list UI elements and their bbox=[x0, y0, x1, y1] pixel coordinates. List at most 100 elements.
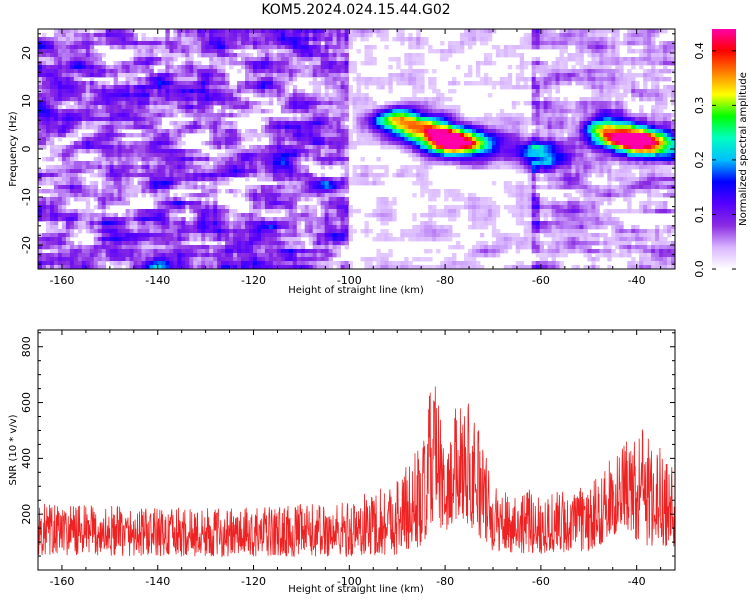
heatmap-cell bbox=[153, 41, 158, 46]
heatmap-cell bbox=[328, 109, 334, 114]
heatmap-cell bbox=[352, 145, 357, 150]
heatmap-cell bbox=[444, 141, 449, 146]
heatmap-cell bbox=[312, 73, 318, 78]
heatmap-cell bbox=[623, 41, 628, 46]
heatmap-cell bbox=[252, 93, 258, 98]
heatmap-cell bbox=[332, 177, 337, 182]
heatmap-cell bbox=[53, 133, 59, 138]
heatmap-cell bbox=[599, 93, 604, 98]
heatmap-cell bbox=[237, 165, 242, 170]
heatmap-cell bbox=[380, 117, 385, 122]
heatmap-cell bbox=[424, 145, 429, 150]
heatmap-cell bbox=[631, 133, 636, 138]
heatmap-cell bbox=[73, 57, 79, 62]
heatmap-cell bbox=[368, 113, 373, 118]
heatmap-cell bbox=[356, 33, 361, 38]
heatmap-cell bbox=[165, 137, 170, 142]
heatmap-cell bbox=[579, 181, 584, 186]
heatmap-cell bbox=[69, 77, 75, 82]
heatmap-cell bbox=[185, 161, 190, 166]
heatmap-cell bbox=[65, 181, 71, 186]
heatmap-cell bbox=[308, 97, 314, 102]
heatmap-cell bbox=[237, 33, 242, 38]
heatmap-cell bbox=[607, 37, 612, 42]
heatmap-cell bbox=[420, 129, 425, 134]
heatmap-cell bbox=[623, 129, 628, 134]
heatmap-cell bbox=[201, 97, 206, 102]
heatmap-cell bbox=[81, 97, 87, 102]
heatmap-cell bbox=[264, 161, 270, 166]
heatmap-cell bbox=[344, 89, 349, 94]
heatmap-cell bbox=[671, 57, 675, 62]
heatmap-cell bbox=[671, 53, 675, 58]
heatmap-cell bbox=[332, 69, 337, 74]
heatmap-cell bbox=[663, 117, 668, 122]
heatmap-cell bbox=[189, 161, 194, 166]
heatmap-cell bbox=[336, 141, 341, 146]
heatmap-cell bbox=[288, 33, 294, 38]
heatmap-cell bbox=[408, 77, 413, 82]
heatmap-cell bbox=[384, 101, 389, 106]
heatmap-cell bbox=[663, 113, 668, 118]
heatmap-cell bbox=[296, 93, 302, 98]
heatmap-cell bbox=[101, 161, 107, 166]
heatmap-cell bbox=[603, 121, 608, 126]
heatmap-cell bbox=[101, 153, 107, 158]
heatmap-cell bbox=[436, 141, 441, 146]
heatmap-cell bbox=[292, 105, 298, 110]
heatmap-cell bbox=[296, 41, 302, 46]
heatmap-cell bbox=[89, 49, 95, 54]
heatmap-cell bbox=[141, 41, 146, 46]
heatmap-cell bbox=[663, 69, 668, 74]
heatmap-cell bbox=[157, 125, 162, 130]
heatmap-cell bbox=[416, 61, 421, 66]
heatmap-cell bbox=[627, 137, 632, 142]
heatmap-cell bbox=[328, 129, 334, 134]
heatmap-cell bbox=[495, 125, 501, 130]
heatmap-cell bbox=[209, 69, 214, 74]
heatmap-cell bbox=[45, 93, 51, 98]
heatmap-cell bbox=[85, 101, 91, 106]
heatmap-cell bbox=[213, 77, 218, 82]
heatmap-cell bbox=[61, 57, 67, 62]
heatmap-cell bbox=[77, 41, 83, 46]
heatmap-cell bbox=[276, 177, 282, 182]
heatmap-cell bbox=[225, 149, 230, 154]
heatmap-cell bbox=[276, 157, 282, 162]
heatmap-cell bbox=[109, 153, 115, 158]
heatmap-cell bbox=[165, 157, 170, 162]
heatmap-cell bbox=[647, 181, 652, 186]
heatmap-cell bbox=[129, 65, 134, 70]
heatmap-cell bbox=[169, 141, 174, 146]
heatmap-cell bbox=[340, 173, 345, 178]
heatmap-cell bbox=[300, 33, 306, 38]
heatmap-cell bbox=[101, 53, 107, 58]
heatmap-cell bbox=[531, 105, 537, 110]
heatmap-cell bbox=[125, 77, 130, 82]
heatmap-cell bbox=[49, 121, 55, 126]
heatmap-cell bbox=[635, 29, 640, 34]
heatmap-cell bbox=[404, 81, 409, 86]
heatmap-cell bbox=[296, 153, 302, 158]
heatmap-cell bbox=[169, 53, 174, 58]
heatmap-cell bbox=[133, 173, 138, 178]
heatmap-cell bbox=[109, 101, 115, 106]
heatmap-cell bbox=[268, 133, 274, 138]
heatmap-cell bbox=[615, 61, 620, 66]
heatmap-cell bbox=[292, 89, 298, 94]
heatmap-cell bbox=[360, 113, 365, 118]
heatmap-cell bbox=[380, 181, 385, 186]
heatmap-cell bbox=[165, 109, 170, 114]
heatmap-cell bbox=[145, 57, 150, 62]
heatmap-cell bbox=[519, 117, 525, 122]
heatmap-cell bbox=[280, 153, 286, 158]
heatmap-cell bbox=[300, 61, 306, 66]
heatmap-cell bbox=[607, 113, 612, 118]
heatmap-cell bbox=[619, 117, 624, 122]
heatmap-cell bbox=[93, 81, 99, 86]
heatmap-cell bbox=[332, 157, 337, 162]
heatmap-cell bbox=[356, 89, 361, 94]
heatmap-cell bbox=[125, 45, 130, 50]
heatmap-cell bbox=[296, 145, 302, 150]
heatmap-cell bbox=[428, 181, 433, 186]
